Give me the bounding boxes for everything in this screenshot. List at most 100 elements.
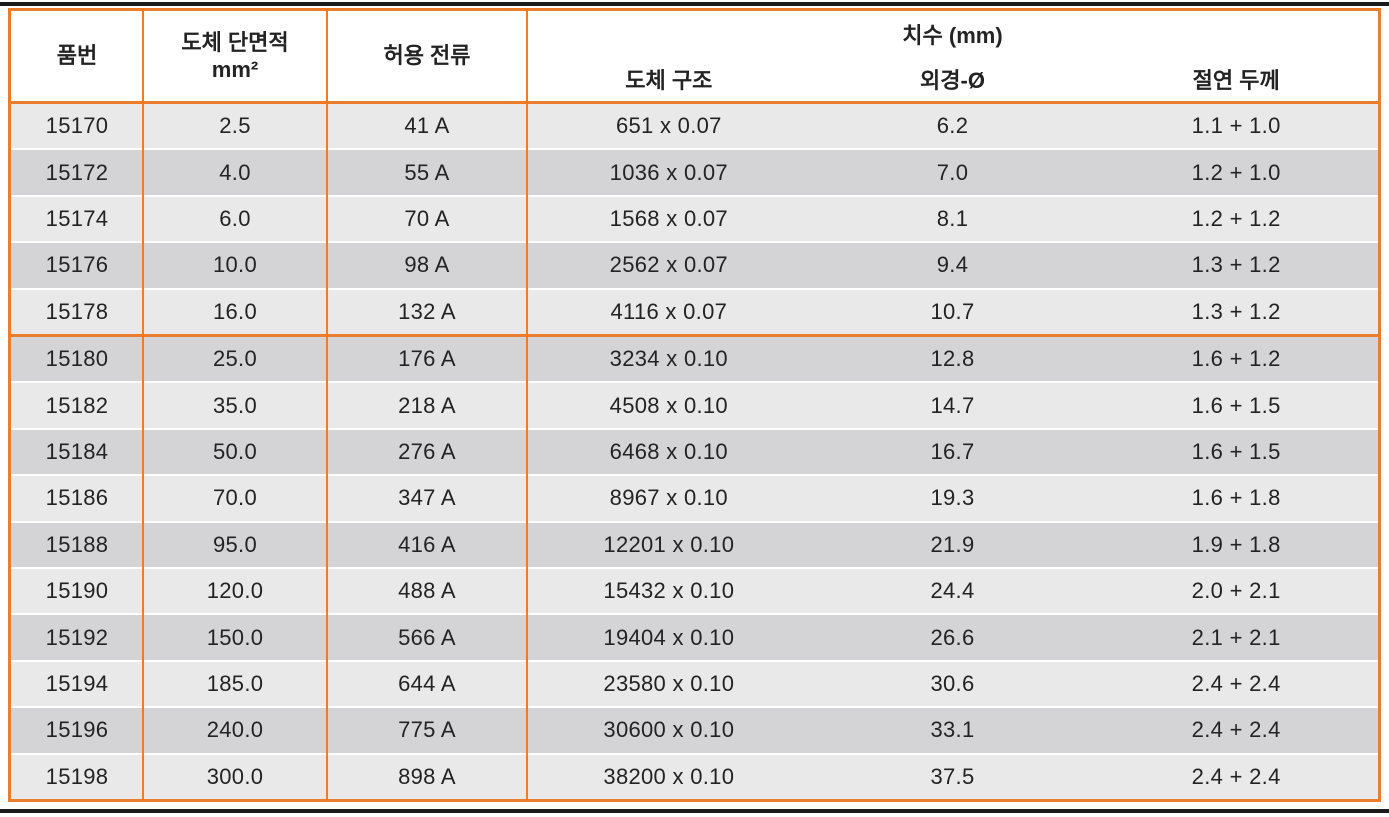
table-body: 15170 2.5 41 A 651 x 0.07 6.2 1.1 + 1.0 … — [11, 104, 1378, 800]
cell-current: 98 A — [404, 252, 450, 278]
cell-outer-diameter: 6.2 — [936, 113, 969, 139]
cell-cross-section: 300.0 — [206, 763, 264, 789]
header-cross-section-label: 도체 단면적 — [181, 29, 289, 55]
header-current: 허용 전류 — [327, 11, 527, 101]
cell-conductor-structure: 4116 x 0.07 — [610, 298, 728, 324]
header-current-label: 허용 전류 — [383, 43, 471, 69]
cell-current: 566 A — [398, 624, 456, 650]
header-conductor-structure: 도체 구조 — [625, 67, 713, 93]
cell-outer-diameter: 9.4 — [936, 252, 969, 278]
header-part-no-label: 품번 — [56, 43, 98, 69]
cell-insulation-thickness: 1.3 + 1.2 — [1191, 252, 1281, 278]
cell-part-no: 15176 — [45, 252, 109, 278]
cell-cross-section: 2.5 — [219, 113, 251, 139]
cell-outer-diameter: 16.7 — [930, 439, 975, 465]
table-row: 15196 240.0 775 A 30600 x 0.10 33.1 2.4 … — [11, 706, 1378, 753]
cell-cross-section: 185.0 — [206, 671, 264, 697]
cell-insulation-thickness: 1.9 + 1.8 — [1191, 531, 1281, 557]
cell-outer-diameter: 24.4 — [930, 578, 975, 604]
bottom-rule — [0, 809, 1389, 813]
table-row: 15182 35.0 218 A 4508 x 0.10 14.7 1.6 + … — [11, 381, 1378, 428]
cell-insulation-thickness: 2.4 + 2.4 — [1191, 671, 1281, 697]
cell-current: 416 A — [398, 531, 456, 557]
cell-insulation-thickness: 2.1 + 2.1 — [1191, 624, 1281, 650]
cell-insulation-thickness: 1.6 + 1.2 — [1191, 346, 1281, 372]
table-row: 15174 6.0 70 A 1568 x 0.07 8.1 1.2 + 1.2 — [11, 194, 1378, 242]
top-rule — [0, 2, 1389, 6]
cell-cross-section: 4.0 — [219, 159, 251, 185]
table-row: 15198 300.0 898 A 38200 x 0.10 37.5 2.4 … — [11, 752, 1378, 800]
table-row: 15180 25.0 176 A 3234 x 0.10 12.8 1.6 + … — [11, 334, 1378, 382]
cell-cross-section: 240.0 — [206, 717, 264, 743]
header-dimensions-subrow: 도체 구조 외경-Ø 절연 두께 — [527, 56, 1378, 101]
cell-conductor-structure: 4508 x 0.10 — [609, 392, 728, 418]
cell-cross-section: 25.0 — [212, 346, 258, 372]
column-divider-1 — [142, 11, 144, 799]
cell-outer-diameter: 10.7 — [930, 298, 975, 324]
cell-cross-section: 6.0 — [219, 206, 251, 232]
cell-conductor-structure: 23580 x 0.10 — [603, 671, 735, 697]
cell-current: 55 A — [404, 159, 450, 185]
cell-cross-section: 50.0 — [212, 439, 258, 465]
cell-cross-section: 10.0 — [212, 252, 258, 278]
cell-conductor-structure: 8967 x 0.10 — [609, 485, 728, 511]
cell-conductor-structure: 1568 x 0.07 — [609, 206, 728, 232]
cell-outer-diameter: 8.1 — [936, 206, 969, 232]
cell-part-no: 15194 — [45, 671, 109, 697]
cell-insulation-thickness: 1.2 + 1.0 — [1191, 159, 1281, 185]
cell-part-no: 15182 — [45, 392, 109, 418]
cell-conductor-structure: 19404 x 0.10 — [603, 624, 735, 650]
header-insulation-thickness: 절연 두께 — [1192, 67, 1280, 93]
cell-part-no: 15172 — [45, 159, 109, 185]
header-cross-section-unit: mm² — [211, 57, 259, 82]
cell-part-no: 15192 — [45, 624, 109, 650]
cell-insulation-thickness: 2.0 + 2.1 — [1191, 578, 1281, 604]
column-divider-2 — [326, 11, 328, 799]
table-row: 15176 10.0 98 A 2562 x 0.07 9.4 1.3 + 1.… — [11, 241, 1378, 288]
cell-current: 898 A — [398, 763, 456, 789]
cell-insulation-thickness: 1.6 + 1.5 — [1191, 439, 1281, 465]
cell-part-no: 15170 — [45, 113, 109, 139]
cell-conductor-structure: 15432 x 0.10 — [603, 578, 735, 604]
cell-part-no: 15198 — [45, 763, 109, 789]
cell-cross-section: 95.0 — [212, 531, 258, 557]
cell-outer-diameter: 12.8 — [930, 346, 975, 372]
cell-cross-section: 35.0 — [212, 392, 258, 418]
cell-current: 644 A — [398, 671, 456, 697]
cell-insulation-thickness: 1.6 + 1.8 — [1191, 485, 1281, 511]
cell-outer-diameter: 37.5 — [930, 763, 975, 789]
cell-outer-diameter: 33.1 — [930, 717, 975, 743]
cell-outer-diameter: 26.6 — [930, 624, 975, 650]
table-row: 15178 16.0 132 A 4116 x 0.07 10.7 1.3 + … — [11, 287, 1378, 335]
cell-part-no: 15196 — [45, 717, 109, 743]
cell-cross-section: 16.0 — [212, 298, 258, 324]
header-cross-section: 도체 단면적 mm² — [143, 11, 327, 101]
cell-conductor-structure: 6468 x 0.10 — [609, 439, 728, 465]
cell-insulation-thickness: 1.2 + 1.2 — [1191, 206, 1281, 232]
cell-current: 488 A — [398, 578, 456, 604]
cell-insulation-thickness: 2.4 + 2.4 — [1191, 763, 1281, 789]
table-row: 15184 50.0 276 A 6468 x 0.10 16.7 1.6 + … — [11, 427, 1378, 475]
table-row: 15194 185.0 644 A 23580 x 0.10 30.6 2.4 … — [11, 659, 1378, 707]
cell-cross-section: 120.0 — [206, 578, 264, 604]
cell-conductor-structure: 1036 x 0.07 — [609, 159, 728, 185]
header-dimensions-group: 치수 (mm) 도체 구조 외경-Ø 절연 두께 — [527, 11, 1378, 101]
column-divider-3 — [526, 11, 528, 799]
cell-outer-diameter: 7.0 — [936, 159, 969, 185]
cell-insulation-thickness: 1.1 + 1.0 — [1191, 113, 1281, 139]
cell-part-no: 15178 — [45, 298, 109, 324]
cell-conductor-structure: 3234 x 0.10 — [609, 346, 728, 372]
product-spec-table: 품번 도체 단면적 mm² 허용 전류 치수 (mm) 도체 구조 외경-Ø 절… — [8, 8, 1381, 802]
cell-cross-section: 150.0 — [206, 624, 264, 650]
cell-current: 41 A — [404, 113, 450, 139]
cell-current: 132 A — [398, 298, 456, 324]
header-dimensions-title: 치수 (mm) — [902, 22, 1003, 48]
table-row: 15172 4.0 55 A 1036 x 0.07 7.0 1.2 + 1.0 — [11, 148, 1378, 195]
cell-part-no: 15190 — [45, 578, 109, 604]
cell-insulation-thickness: 2.4 + 2.4 — [1191, 717, 1281, 743]
cell-insulation-thickness: 1.6 + 1.5 — [1191, 392, 1281, 418]
header-outer-diameter: 외경-Ø — [920, 67, 985, 93]
table-row: 15186 70.0 347 A 8967 x 0.10 19.3 1.6 + … — [11, 474, 1378, 521]
header-part-no: 품번 — [11, 11, 143, 101]
cell-part-no: 15174 — [45, 206, 109, 232]
